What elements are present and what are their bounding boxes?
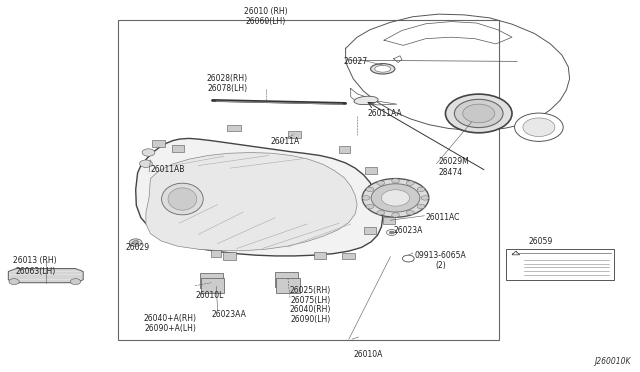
Bar — [365, 167, 377, 174]
Bar — [275, 272, 298, 287]
Circle shape — [129, 239, 142, 246]
Bar — [276, 278, 300, 293]
Text: 26028(RH)
26078(LH): 26028(RH) 26078(LH) — [207, 74, 248, 93]
Text: 26059: 26059 — [529, 237, 553, 246]
Ellipse shape — [375, 65, 390, 72]
Circle shape — [142, 149, 155, 156]
Circle shape — [463, 104, 495, 123]
Circle shape — [454, 99, 503, 128]
Circle shape — [523, 118, 555, 137]
Bar — [200, 273, 223, 288]
Text: 26029M: 26029M — [438, 157, 469, 166]
Circle shape — [403, 255, 414, 262]
Circle shape — [362, 196, 370, 200]
Text: 26011AB: 26011AB — [150, 165, 185, 174]
Text: 26011AA: 26011AA — [368, 109, 403, 118]
Text: 26013 (RH)
26063(LH): 26013 (RH) 26063(LH) — [13, 256, 57, 276]
Text: 26010L: 26010L — [195, 291, 223, 300]
Text: 26023A: 26023A — [394, 226, 423, 235]
Text: 26011A: 26011A — [270, 137, 300, 146]
Circle shape — [9, 279, 19, 285]
Circle shape — [406, 211, 414, 215]
Circle shape — [445, 94, 512, 133]
Circle shape — [362, 179, 429, 217]
Circle shape — [392, 179, 399, 183]
Circle shape — [403, 255, 414, 262]
Bar — [383, 217, 395, 224]
Circle shape — [515, 113, 563, 141]
Text: 26027: 26027 — [343, 57, 367, 66]
Text: 28474: 28474 — [438, 169, 463, 177]
Ellipse shape — [161, 183, 204, 215]
Circle shape — [417, 187, 425, 192]
Polygon shape — [8, 269, 83, 283]
Circle shape — [70, 279, 81, 285]
Bar — [342, 253, 355, 259]
Polygon shape — [512, 251, 520, 255]
Circle shape — [366, 204, 374, 209]
Circle shape — [387, 230, 397, 235]
Polygon shape — [146, 153, 357, 251]
Circle shape — [371, 184, 420, 212]
Circle shape — [140, 160, 152, 167]
Bar — [223, 252, 236, 260]
Text: 26029: 26029 — [125, 243, 150, 252]
Text: 26023AA: 26023AA — [211, 310, 246, 319]
Ellipse shape — [371, 64, 395, 74]
Bar — [339, 146, 350, 153]
Circle shape — [366, 187, 374, 192]
Ellipse shape — [168, 188, 197, 210]
Circle shape — [421, 196, 429, 200]
Text: 09913-6065A
(2): 09913-6065A (2) — [415, 251, 467, 270]
Text: !: ! — [515, 251, 516, 255]
Bar — [227, 125, 241, 131]
Circle shape — [377, 181, 385, 185]
Text: J260010K: J260010K — [594, 357, 630, 366]
Circle shape — [132, 241, 139, 244]
Bar — [152, 140, 165, 147]
Text: 26010 (RH)
26060(LH): 26010 (RH) 26060(LH) — [244, 7, 287, 26]
Bar — [201, 278, 224, 293]
Text: 26011AC: 26011AC — [426, 213, 460, 222]
Bar — [211, 250, 221, 257]
Circle shape — [389, 231, 394, 234]
Bar — [314, 252, 326, 259]
Circle shape — [392, 213, 399, 217]
Bar — [506, 249, 614, 280]
Bar — [118, 20, 499, 340]
Circle shape — [381, 190, 410, 206]
Text: 26025(RH)
26075(LH): 26025(RH) 26075(LH) — [290, 286, 331, 305]
Circle shape — [406, 181, 414, 185]
Bar — [172, 145, 184, 152]
Text: 26010A: 26010A — [353, 350, 383, 359]
Ellipse shape — [354, 96, 378, 105]
Text: 26040+A(RH)
26090+A(LH): 26040+A(RH) 26090+A(LH) — [144, 314, 197, 333]
Polygon shape — [136, 138, 383, 256]
Bar — [364, 227, 376, 234]
Circle shape — [417, 204, 425, 209]
Bar — [288, 131, 301, 138]
Circle shape — [377, 211, 385, 215]
Text: 26040(RH)
26090(LH): 26040(RH) 26090(LH) — [290, 305, 332, 324]
